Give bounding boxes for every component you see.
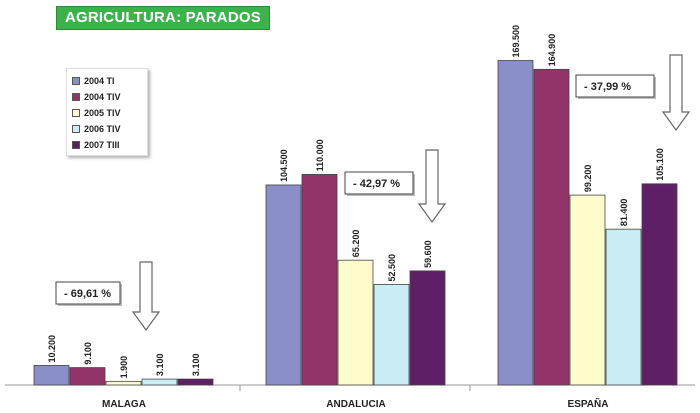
chart-title: AGRICULTURA: PARADOS [56, 6, 270, 30]
data-label: 59.600 [423, 240, 433, 268]
bar [533, 68, 570, 386]
annotation-box [55, 281, 121, 305]
data-label: 3.100 [191, 354, 201, 377]
legend-swatch [72, 77, 80, 85]
legend-label: 2007 TIII [84, 140, 120, 150]
bar [497, 60, 534, 386]
bar [177, 378, 214, 386]
legend-label: 2004 TI [84, 76, 115, 86]
bar [373, 284, 410, 386]
bar [301, 174, 338, 386]
data-label: 105.100 [655, 148, 665, 181]
legend-label: 2005 TIV [84, 108, 121, 118]
data-label: 65.200 [351, 230, 361, 258]
annotation-text: - 37,99 % [584, 81, 631, 93]
down-arrow-icon [661, 54, 691, 132]
data-label: 1.900 [119, 356, 129, 379]
annotation-box [575, 74, 655, 98]
data-label: 10.200 [47, 335, 57, 363]
legend: 2004 TI 2004 TIV 2005 TIV 2006 TIV 2007 … [66, 68, 148, 156]
bar [569, 194, 606, 386]
legend-item: 2006 TIV [72, 121, 142, 137]
bar [641, 183, 678, 386]
legend-label: 2006 TIV [84, 124, 121, 134]
down-arrow-icon [131, 261, 161, 332]
data-label: 99.200 [583, 165, 593, 193]
data-label: 9.100 [83, 342, 93, 365]
data-label: 81.400 [619, 199, 629, 227]
legend-item: 2004 TIV [72, 89, 142, 105]
legend-swatch [72, 141, 80, 149]
annotation-text: - 69,61 % [64, 288, 111, 300]
data-label: 110.000 [315, 139, 325, 171]
annotation-text: - 42,97 % [353, 178, 400, 190]
bar [69, 367, 106, 386]
data-label: 104.500 [279, 149, 289, 182]
x-tick-label: ANDALUCIA [326, 399, 385, 410]
data-label: 3.100 [155, 354, 165, 377]
bar [605, 228, 642, 386]
bar [141, 378, 178, 386]
x-tick-label: ESPAÑA [568, 397, 609, 410]
x-tick-label: MALAGA [102, 399, 146, 410]
bar [337, 259, 374, 386]
data-label: 52.500 [387, 254, 397, 282]
legend-swatch [72, 125, 80, 133]
bar [409, 270, 446, 386]
bar [265, 184, 302, 386]
data-label: 169.500 [511, 25, 521, 58]
legend-swatch [72, 109, 80, 117]
bar [105, 380, 142, 386]
legend-item: 2007 TIII [72, 137, 142, 153]
data-label: 164.900 [547, 34, 557, 67]
legend-item: 2005 TIV [72, 105, 142, 121]
annotation-box [344, 171, 414, 195]
legend-swatch [72, 93, 80, 101]
down-arrow-icon [417, 149, 447, 224]
bar [33, 365, 70, 386]
legend-item: 2004 TI [72, 73, 142, 89]
legend-label: 2004 TIV [84, 92, 121, 102]
